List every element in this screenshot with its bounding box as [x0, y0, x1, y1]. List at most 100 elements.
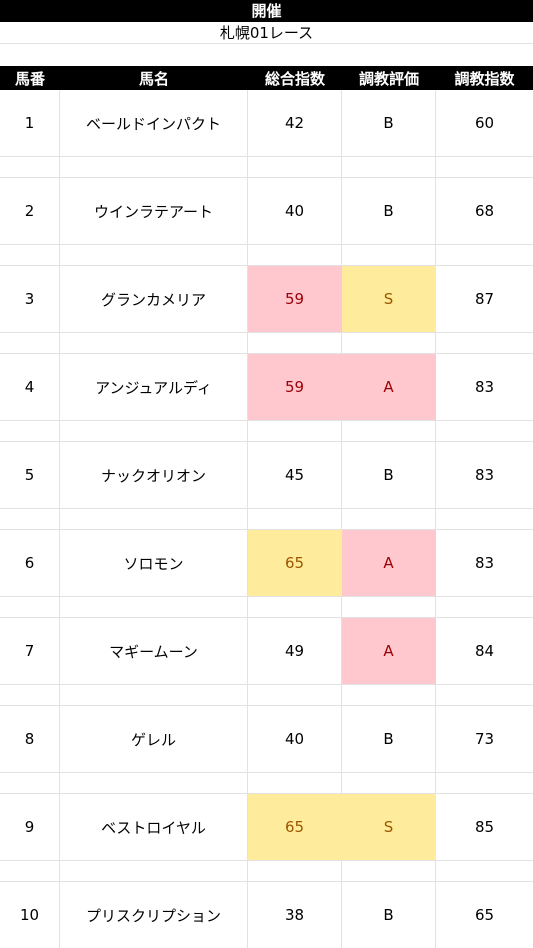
- empty-cell[interactable]: [60, 772, 248, 794]
- empty-cell[interactable]: [248, 332, 342, 354]
- header-training-index[interactable]: 調教指数: [454, 69, 515, 88]
- horse-number-cell[interactable]: 3: [0, 266, 60, 332]
- total-index-cell[interactable]: 40: [248, 178, 342, 244]
- training-eval-cell[interactable]: B: [342, 706, 436, 772]
- horse-number-cell[interactable]: 10: [0, 882, 60, 948]
- horse-number-cell[interactable]: 5: [0, 442, 60, 508]
- empty-cell[interactable]: [436, 684, 533, 706]
- empty-cell[interactable]: [0, 860, 60, 882]
- horse-name-cell[interactable]: グランカメリア: [60, 266, 248, 332]
- empty-cell[interactable]: [0, 156, 60, 178]
- empty-cell[interactable]: [342, 332, 436, 354]
- empty-cell[interactable]: [342, 860, 436, 882]
- total-index-cell[interactable]: 42: [248, 90, 342, 156]
- empty-cell[interactable]: [342, 420, 436, 442]
- empty-cell[interactable]: [248, 860, 342, 882]
- empty-cell[interactable]: [60, 596, 248, 618]
- horse-name-cell[interactable]: ナックオリオン: [60, 442, 248, 508]
- total-index-cell[interactable]: 59: [248, 266, 342, 332]
- empty-cell[interactable]: [0, 684, 60, 706]
- training-eval-cell[interactable]: S: [342, 794, 436, 860]
- empty-cell[interactable]: [436, 772, 533, 794]
- spacer-row[interactable]: [0, 44, 533, 66]
- training-index-cell[interactable]: 84: [474, 642, 495, 660]
- empty-cell[interactable]: [0, 244, 60, 266]
- training-eval-cell[interactable]: B: [342, 442, 436, 508]
- empty-cell[interactable]: [248, 244, 342, 266]
- empty-cell[interactable]: [60, 684, 248, 706]
- race-name[interactable]: 札幌01レース: [0, 22, 533, 44]
- empty-cell[interactable]: [248, 772, 342, 794]
- empty-cell[interactable]: [60, 156, 248, 178]
- empty-cell[interactable]: [60, 332, 248, 354]
- empty-cell[interactable]: [248, 156, 342, 178]
- empty-cell[interactable]: [248, 508, 342, 530]
- horse-number-cell[interactable]: 8: [0, 706, 60, 772]
- empty-cell[interactable]: [0, 332, 60, 354]
- training-index-cell[interactable]: 83: [474, 554, 495, 572]
- training-eval-cell[interactable]: A: [342, 618, 436, 684]
- header-training-eval[interactable]: 調教評価: [358, 69, 419, 88]
- empty-cell[interactable]: [60, 244, 248, 266]
- horse-name-cell[interactable]: ベストロイヤル: [60, 794, 248, 860]
- empty-cell[interactable]: [0, 772, 60, 794]
- empty-cell[interactable]: [342, 596, 436, 618]
- total-index-cell[interactable]: 59: [248, 354, 342, 420]
- training-eval-cell[interactable]: A: [342, 530, 436, 596]
- horse-name-cell[interactable]: マギームーン: [60, 618, 248, 684]
- empty-cell[interactable]: [60, 860, 248, 882]
- empty-cell[interactable]: [60, 508, 248, 530]
- empty-cell[interactable]: [436, 156, 533, 178]
- empty-cell[interactable]: [436, 508, 533, 530]
- training-index-cell[interactable]: 73: [474, 730, 495, 748]
- horse-name-cell[interactable]: プリスクリプション: [60, 882, 248, 948]
- training-eval-cell[interactable]: B: [342, 90, 436, 156]
- total-index-cell[interactable]: 49: [248, 618, 342, 684]
- horse-name-cell[interactable]: ベールドインパクト: [60, 90, 248, 156]
- training-index-cell[interactable]: 85: [474, 818, 495, 836]
- horse-number-cell[interactable]: 7: [0, 618, 60, 684]
- header-horse-name[interactable]: 馬名: [138, 69, 169, 88]
- empty-cell[interactable]: [436, 860, 533, 882]
- total-index-cell[interactable]: 65: [248, 530, 342, 596]
- total-index-cell[interactable]: 45: [248, 442, 342, 508]
- training-eval-cell[interactable]: A: [342, 354, 436, 420]
- training-eval-cell[interactable]: S: [342, 266, 436, 332]
- horse-number-cell[interactable]: 2: [0, 178, 60, 244]
- empty-cell[interactable]: [436, 420, 533, 442]
- total-index-cell[interactable]: 40: [248, 706, 342, 772]
- empty-cell[interactable]: [248, 420, 342, 442]
- empty-cell[interactable]: [436, 596, 533, 618]
- training-index-cell[interactable]: 60: [474, 114, 495, 132]
- meeting-title[interactable]: 開催: [0, 0, 533, 22]
- horse-name-cell[interactable]: ゲレル: [60, 706, 248, 772]
- empty-cell[interactable]: [342, 156, 436, 178]
- horse-number-cell[interactable]: 4: [0, 354, 60, 420]
- training-index-cell[interactable]: 83: [474, 466, 495, 484]
- training-index-cell[interactable]: 87: [474, 290, 495, 308]
- empty-cell[interactable]: [342, 684, 436, 706]
- empty-cell[interactable]: [342, 244, 436, 266]
- total-index-cell[interactable]: 38: [248, 882, 342, 948]
- training-index-cell[interactable]: 68: [474, 202, 495, 220]
- empty-cell[interactable]: [342, 772, 436, 794]
- training-index-cell[interactable]: 65: [474, 906, 495, 924]
- empty-cell[interactable]: [342, 508, 436, 530]
- empty-cell[interactable]: [436, 244, 533, 266]
- horse-name-cell[interactable]: ウインラテアート: [60, 178, 248, 244]
- empty-cell[interactable]: [60, 420, 248, 442]
- training-index-cell[interactable]: 83: [474, 378, 495, 396]
- header-horse-number[interactable]: 馬番: [14, 69, 45, 88]
- total-index-cell[interactable]: 65: [248, 794, 342, 860]
- empty-cell[interactable]: [248, 684, 342, 706]
- horse-name-cell[interactable]: ソロモン: [60, 530, 248, 596]
- horse-number-cell[interactable]: 9: [0, 794, 60, 860]
- training-eval-cell[interactable]: B: [342, 882, 436, 948]
- horse-number-cell[interactable]: 6: [0, 530, 60, 596]
- empty-cell[interactable]: [0, 420, 60, 442]
- empty-cell[interactable]: [436, 332, 533, 354]
- empty-cell[interactable]: [0, 508, 60, 530]
- training-eval-cell[interactable]: B: [342, 178, 436, 244]
- header-total-index[interactable]: 総合指数: [264, 69, 325, 88]
- horse-name-cell[interactable]: アンジュアルディ: [60, 354, 248, 420]
